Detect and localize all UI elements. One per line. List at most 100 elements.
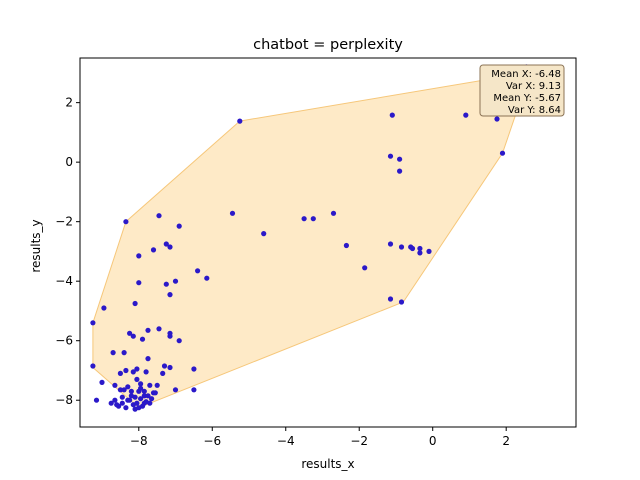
axes-frame [79,57,577,428]
stats-box: Mean X: -6.48 Var X: 9.13 Mean Y: -5.67 … [479,64,565,117]
scatter-point [112,382,118,388]
scatter-point [134,366,140,372]
scatter-point [141,388,147,394]
scatter-point [90,320,96,326]
scatter-point [130,369,136,375]
scatter-point [123,219,129,225]
scatter-point [387,153,394,159]
scatter-point [417,245,423,252]
scatter-point [134,400,140,406]
scatter-point [145,327,151,333]
scatter-point [147,382,153,388]
scatter-point [176,223,182,229]
scatter-point [163,241,169,247]
scatter-point [310,216,316,222]
x-axis-label: results_x [301,457,354,471]
scatter-point [398,299,405,305]
x-axis-ticks: −8 −6 −4 −2 0 2 [130,427,510,448]
scatter-point [167,333,173,339]
scatter-point [147,400,153,406]
y-tick-label: 0 [65,155,73,169]
scatter-point [160,370,166,376]
scatter-point [397,156,403,162]
scatter-point [125,384,131,390]
scatter-point [134,376,140,382]
scatter-point [117,370,123,376]
scatter-point [101,305,107,311]
scatter-point [172,387,179,393]
plot-area [79,57,577,428]
scatter-point [136,405,142,411]
scatter-point [463,112,469,118]
y-axis-label: results_y [29,219,43,272]
scatter-point [141,400,147,406]
scatter-point [195,268,201,274]
scatter-point [123,367,129,374]
scatter-point [362,265,368,271]
scatter-point [121,350,127,356]
scatter-point [191,366,197,372]
stats-mean-x: Mean X: -6.48 [491,69,561,80]
stats-var-x: Var X: 9.13 [506,81,561,92]
scatter-point [125,397,131,403]
stats-mean-y: Mean Y: -5.67 [493,93,561,104]
y-tick-label: −6 [55,334,73,348]
scatter-point [409,245,416,252]
scatter-point [343,242,349,249]
y-tick-label: −8 [55,393,73,407]
scatter-point [121,387,127,393]
scatter-point [261,231,267,237]
scatter-point [152,390,158,396]
scatter-point [161,363,168,369]
scatter-point [138,381,144,387]
x-tick-label: −8 [130,434,148,448]
scatter-point [172,278,179,284]
stats-box-background [479,64,565,117]
scatter-point [417,250,423,256]
scatter-point [138,385,144,391]
scatter-point [127,330,133,336]
scatter-point [387,296,394,302]
scatter-point [163,281,169,287]
y-tick-label: −2 [55,215,73,229]
scatter-point [397,168,403,174]
scatter-point [398,244,405,250]
scatter-point [145,393,151,399]
scatter-point [136,280,142,286]
x-tick-label: 2 [502,434,510,448]
scatter-point [204,275,210,281]
scatter-point [93,397,100,403]
scatter-point [119,400,125,406]
scatter-point [167,244,173,250]
y-axis-ticks: −8 −6 −4 −2 0 2 [55,96,80,407]
scatter-point [387,241,394,247]
y-tick-label: 2 [65,96,73,110]
chart-title: chatbot = perplexity [253,37,403,53]
scatter-point [176,338,182,344]
x-tick-label: −6 [203,434,221,448]
scatter-point [156,213,162,219]
scatter-point [114,402,120,408]
scatter-point [90,363,96,369]
scatter-point [138,396,144,402]
scatter-point [117,387,123,393]
scatter-point [143,369,149,375]
x-tick-label: −4 [277,434,295,448]
scatter-point [132,394,138,400]
scatter-point [119,394,125,400]
scatter-point [150,247,157,253]
scatter-point [139,336,146,342]
scatter-point [128,388,134,394]
scatter-point [494,116,500,122]
x-tick-label: 0 [429,434,437,448]
scatter-point [141,393,147,399]
scatter-point [110,350,116,356]
y-tick-label: −4 [55,274,73,288]
scatter-point [426,248,432,254]
scatter-point [229,210,236,216]
scatter-point [330,210,337,216]
scatter-point [156,326,162,332]
scatter-point [154,382,160,388]
scatter-point [130,333,136,339]
